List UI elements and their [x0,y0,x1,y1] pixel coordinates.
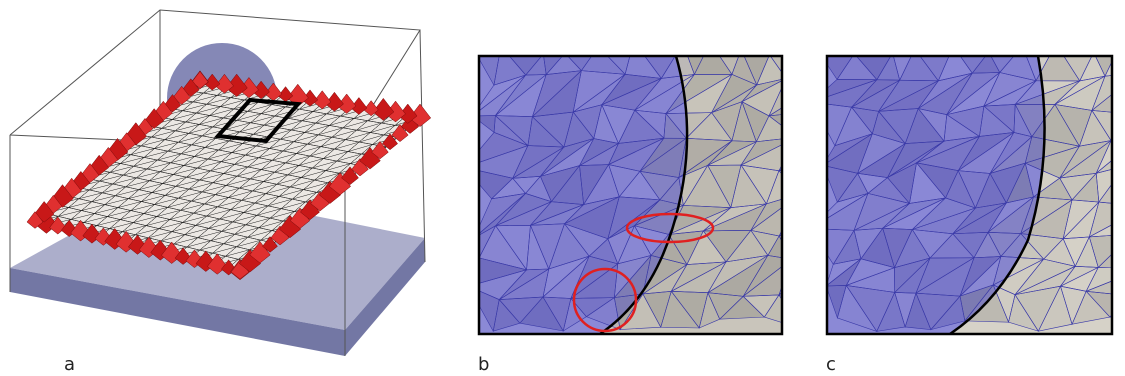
mesh-triangle [779,254,818,295]
mesh-triangle [800,299,829,328]
mesh [465,41,832,331]
panel-label: b [478,354,489,375]
panel-label: c [826,354,836,375]
panel-b [465,41,832,334]
mesh-triangle [779,171,811,194]
mesh-triangle [779,193,832,236]
mesh-triangle [779,254,818,299]
mesh-triangle [779,139,831,171]
mesh-triangle [779,203,832,236]
mesh-triangle [779,137,831,171]
panel-label: a [64,354,75,375]
panel-a: a [10,10,431,375]
mesh-triangle [791,230,818,259]
mesh [811,44,1125,331]
mesh-triangle [786,54,818,85]
panel-c [811,44,1125,334]
mesh-triangle [779,230,808,259]
mesh-triangle [779,295,814,328]
figure: a b c [0,0,1125,376]
